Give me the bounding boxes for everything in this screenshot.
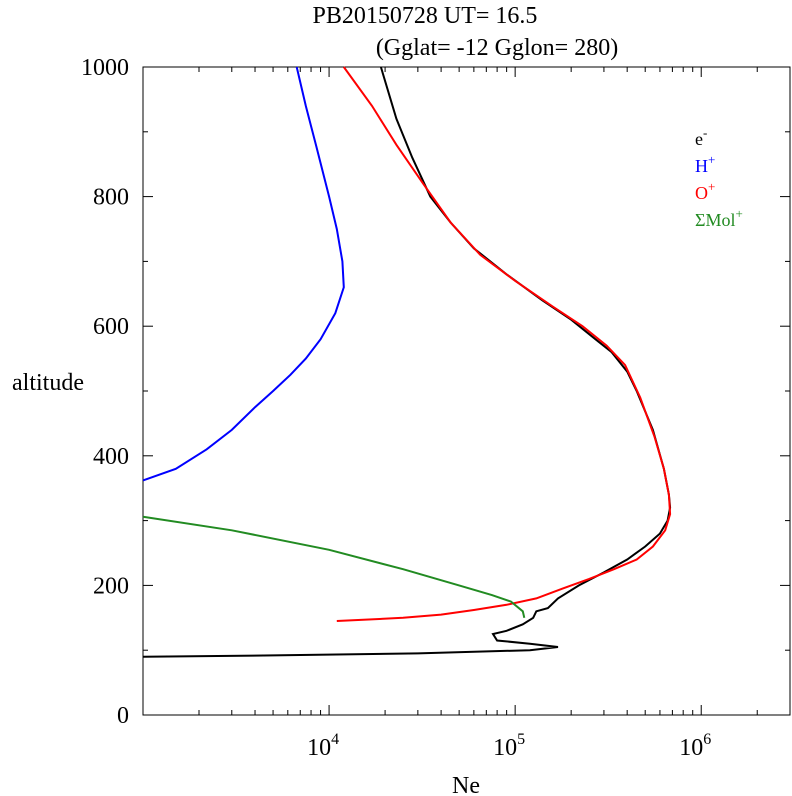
chart-subtitle: (Gglat= -12 Gglon= 280) <box>376 35 618 61</box>
legend-entry-1: H+ <box>695 152 715 176</box>
y-tick-label: 200 <box>93 573 129 599</box>
plot-area-frame <box>142 66 791 716</box>
series-layer <box>142 66 672 658</box>
y-axis-label: altitude <box>12 370 84 396</box>
y-axis: 0 200 400 600 800 1000 <box>81 55 790 729</box>
x-tick-label: 105 <box>493 731 525 761</box>
y-tick-label: 800 <box>93 185 129 211</box>
y-tick-label: 600 <box>93 314 129 340</box>
x-axis: 104 105 106 <box>142 67 791 761</box>
series-line-3 <box>142 515 526 619</box>
series-line-1 <box>142 66 345 482</box>
x-tick-label: 106 <box>679 731 711 761</box>
x-tick-label: 104 <box>307 731 339 761</box>
series-line-2 <box>336 66 672 622</box>
y-tick-label: 1000 <box>81 55 129 81</box>
legend-entry-0: e- <box>695 125 707 149</box>
series-line-0 <box>142 66 672 658</box>
chart-title: PB20150728 UT= 16.5 <box>313 3 538 29</box>
y-tick-label: 400 <box>93 444 129 470</box>
x-axis-label: Ne <box>452 773 480 796</box>
y-tick-label: 0 <box>117 703 129 729</box>
legend-entry-3: ΣMol+ <box>695 206 743 230</box>
legend: e- H+ O+ ΣMol+ <box>695 125 743 230</box>
legend-entry-2: O+ <box>695 179 715 203</box>
